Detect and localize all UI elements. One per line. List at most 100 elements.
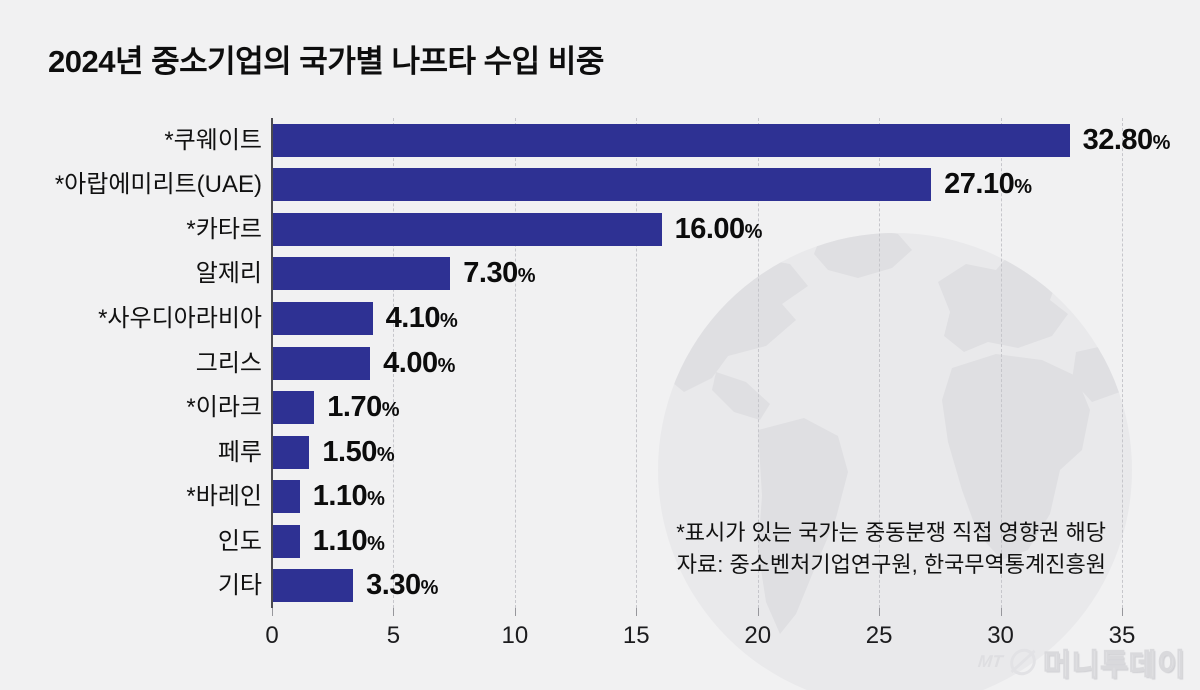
value-label: 27.10% bbox=[944, 168, 1032, 204]
x-axis-tick-mark bbox=[272, 608, 273, 616]
category-label: *아랍에미리트(UAE) bbox=[54, 171, 262, 199]
value-label: 3.30% bbox=[366, 569, 438, 605]
x-axis-tick-label: 10 bbox=[501, 622, 529, 649]
x-axis-tick-mark bbox=[514, 608, 516, 616]
chart-title: 2024년 중소기업의 국가별 나프타 수입 비중 bbox=[48, 44, 604, 79]
note-block: *표시가 있는 국가는 중동분쟁 직접 영향권 해당 자료: 중소벤처기업연구원… bbox=[420, 517, 1106, 581]
logo-mt-text: MT bbox=[977, 652, 1005, 671]
value-label: 1.50% bbox=[322, 436, 394, 472]
gridline bbox=[636, 118, 638, 608]
category-label: *카타르 bbox=[186, 215, 262, 243]
bar-row: 기타 3.30% bbox=[218, 569, 1122, 605]
bar-row: *쿠웨이트 32.80% bbox=[164, 123, 1170, 157]
bar-row: 알제리 7.30% bbox=[196, 257, 1122, 293]
x-axis-tick-label: 5 bbox=[386, 622, 401, 649]
value-label: 4.10% bbox=[386, 302, 458, 338]
bar bbox=[273, 569, 354, 603]
bar bbox=[273, 257, 451, 291]
bar bbox=[273, 212, 662, 246]
percent-suffix: % bbox=[420, 577, 439, 600]
percent-suffix: % bbox=[381, 399, 400, 422]
bar bbox=[273, 435, 310, 469]
percent-suffix: % bbox=[1014, 176, 1032, 199]
value-label: 32.80% bbox=[1082, 123, 1171, 160]
category-label: 인도 bbox=[217, 527, 262, 555]
category-label: *사우디아라비아 bbox=[98, 304, 262, 332]
value-number: 7.30 bbox=[463, 257, 518, 290]
plot-area: 0 5 10 15 20 25 30 35 *쿠웨이트 32.80% *아랍에미리트(UAE) 27.… bbox=[55, 118, 1170, 649]
category-label: 페루 bbox=[217, 438, 262, 466]
category-label: *바레인 bbox=[186, 483, 262, 511]
x-axis-tick-label: 25 bbox=[865, 622, 893, 649]
value-number: 4.00 bbox=[383, 346, 438, 379]
gridline bbox=[514, 118, 516, 608]
percent-suffix: % bbox=[367, 532, 385, 555]
category-label: *이라크 bbox=[186, 394, 262, 422]
value-label: 4.00% bbox=[383, 347, 455, 383]
value-number: 16.00 bbox=[674, 212, 746, 245]
gridline bbox=[1000, 118, 1002, 608]
x-axis-tick-mark bbox=[757, 608, 759, 616]
percent-suffix: % bbox=[440, 309, 458, 332]
percent-suffix: % bbox=[1152, 131, 1171, 154]
gridline bbox=[1122, 118, 1123, 608]
value-label: 1.70% bbox=[327, 391, 399, 427]
x-axis-tick-mark bbox=[393, 608, 395, 616]
bar-row: 그리스 4.00% bbox=[196, 346, 1122, 383]
category-label: *쿠웨이트 bbox=[164, 126, 262, 154]
bar-row: *카타르 16.00% bbox=[186, 212, 1122, 249]
gridline bbox=[879, 118, 881, 608]
value-label: 16.00% bbox=[674, 212, 763, 249]
value-number: 1.50 bbox=[322, 435, 377, 468]
logo-name-text: 머니투데이 bbox=[1042, 648, 1186, 682]
category-label: 알제리 bbox=[195, 260, 262, 288]
value-label: 7.30% bbox=[463, 257, 535, 293]
value-number: 1.10 bbox=[312, 480, 368, 513]
y-axis-line bbox=[271, 118, 273, 608]
gridline bbox=[393, 118, 395, 608]
percent-suffix: % bbox=[437, 354, 456, 377]
value-number: 27.10 bbox=[944, 168, 1015, 201]
asterisk-note: *표시가 있는 국가는 중동분쟁 직접 영향권 해당 bbox=[676, 520, 1106, 545]
source-note: 자료: 중소벤처기업연구원, 한국무역통계진흥원 bbox=[676, 552, 1106, 577]
bar bbox=[273, 524, 300, 558]
percent-suffix: % bbox=[376, 443, 395, 466]
category-label: 기타 bbox=[217, 572, 262, 600]
x-axis-tick-mark bbox=[1000, 608, 1002, 616]
x-axis-tick-label: 20 bbox=[744, 622, 772, 649]
x-axis-tick-mark bbox=[879, 608, 881, 616]
percent-suffix: % bbox=[367, 488, 385, 511]
bar bbox=[273, 480, 300, 514]
bar-row: 인도 1.10% bbox=[218, 524, 1122, 561]
x-axis-tick-label: 30 bbox=[987, 622, 1014, 649]
bar bbox=[273, 391, 315, 425]
value-number: 1.70 bbox=[327, 391, 382, 424]
bar bbox=[273, 346, 371, 380]
bar-row: *아랍에미리트(UAE) 27.10% bbox=[55, 168, 1122, 204]
percent-suffix: % bbox=[744, 220, 763, 243]
bar-row: *사우디아라비아 4.10% bbox=[98, 301, 1122, 338]
coin-icon bbox=[1008, 646, 1038, 678]
category-label: 그리스 bbox=[195, 349, 262, 377]
value-number: 1.10 bbox=[312, 524, 368, 557]
value-number: 3.30 bbox=[366, 569, 421, 602]
bar-row: *바레인 1.10% bbox=[186, 480, 1122, 516]
value-label: 1.10% bbox=[313, 480, 385, 516]
x-axis-tick-mark bbox=[636, 608, 638, 616]
percent-suffix: % bbox=[517, 265, 536, 288]
bar bbox=[273, 123, 1070, 157]
x-axis-tick-mark bbox=[1122, 608, 1123, 616]
x-axis-tick-label: 35 bbox=[1108, 622, 1136, 649]
bar bbox=[273, 168, 932, 202]
value-number: 32.80 bbox=[1082, 123, 1154, 156]
bar-row: 페루 1.50% bbox=[218, 435, 1122, 472]
value-number: 4.10 bbox=[385, 301, 441, 334]
publisher-logo: MT 머니투데이 bbox=[978, 640, 1186, 684]
gridline bbox=[757, 118, 759, 608]
bar-row: *이라크 1.70% bbox=[186, 391, 1122, 427]
x-axis-tick-label: 0 bbox=[265, 622, 279, 649]
value-label: 1.10% bbox=[313, 525, 385, 561]
bar bbox=[273, 301, 373, 335]
